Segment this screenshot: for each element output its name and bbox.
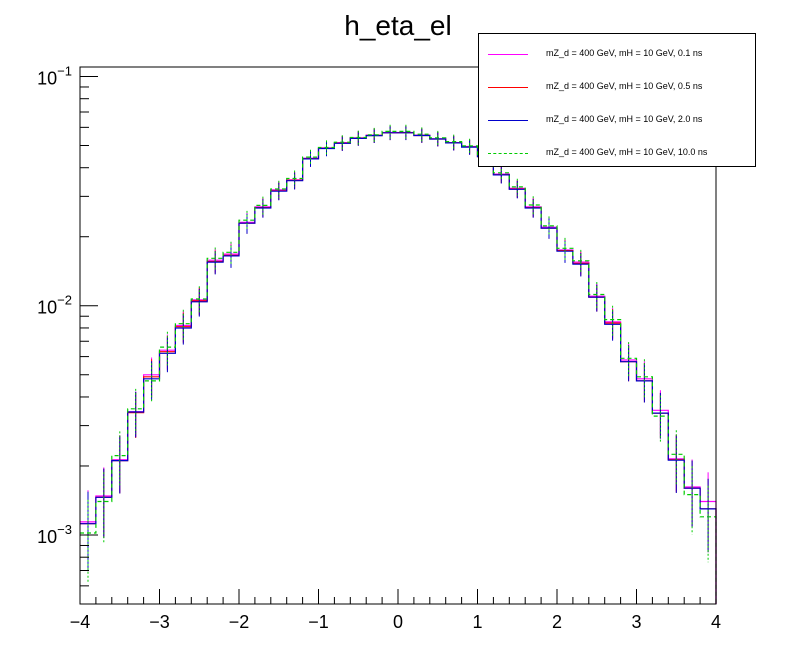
chart-title: h_eta_el — [344, 10, 452, 41]
legend-label: mZ_d = 400 GeV, mH = 10 GeV, 0.5 ns — [546, 81, 703, 91]
series-line-2 — [80, 132, 717, 604]
x-tick-label: −2 — [229, 612, 250, 632]
y-tick-label: 10−2 — [37, 293, 72, 318]
legend-label: mZ_d = 400 GeV, mH = 10 GeV, 0.1 ns — [546, 48, 703, 58]
series-2 — [80, 126, 717, 604]
legend-label: mZ_d = 400 GeV, mH = 10 GeV, 2.0 ns — [546, 114, 703, 124]
legend-swatch — [488, 120, 528, 121]
x-tick-label: 4 — [711, 612, 721, 632]
legend-entry-0: mZ_d = 400 GeV, mH = 10 GeV, 0.1 ns — [479, 45, 755, 65]
x-tick-label: −3 — [149, 612, 170, 632]
series-3 — [80, 124, 717, 604]
x-tick-label: 0 — [393, 612, 403, 632]
legend-swatch — [488, 87, 528, 88]
legend: mZ_d = 400 GeV, mH = 10 GeV, 0.1 ns mZ_d … — [478, 33, 756, 167]
x-tick-label: 2 — [552, 612, 562, 632]
legend-label: mZ_d = 400 GeV, mH = 10 GeV, 10.0 ns — [546, 147, 708, 157]
x-tick-label: 1 — [472, 612, 482, 632]
y-tick-label: 10−1 — [37, 63, 72, 88]
legend-swatch — [488, 54, 528, 55]
x-tick-label: 3 — [631, 612, 641, 632]
series-0 — [80, 125, 717, 604]
legend-entry-1: mZ_d = 400 GeV, mH = 10 GeV, 0.5 ns — [479, 78, 755, 98]
legend-entry-3: mZ_d = 400 GeV, mH = 10 GeV, 10.0 ns — [479, 144, 755, 164]
series-line-1 — [80, 132, 717, 604]
y-tick-label: 10−3 — [37, 522, 72, 547]
x-tick-label: −4 — [70, 612, 91, 632]
series-line-3 — [80, 130, 717, 604]
series-1 — [80, 125, 717, 604]
series-line-0 — [80, 131, 717, 604]
legend-swatch — [488, 153, 528, 154]
legend-entry-2: mZ_d = 400 GeV, mH = 10 GeV, 2.0 ns — [479, 111, 755, 131]
x-tick-label: −1 — [308, 612, 329, 632]
